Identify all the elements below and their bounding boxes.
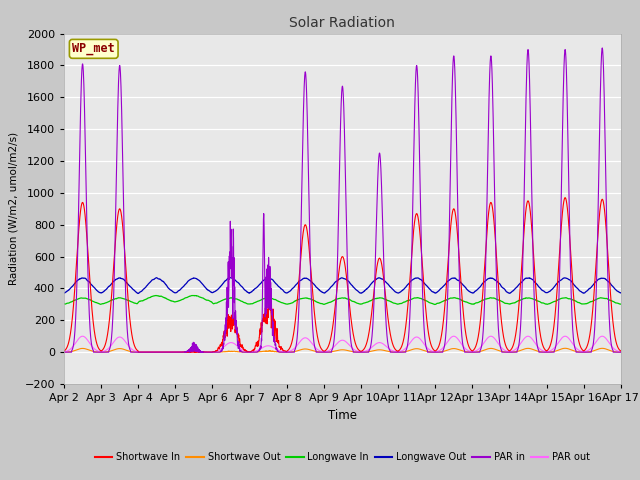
Shortwave In [60, 348, 68, 354]
Longwave Out [617, 290, 625, 296]
PAR out [60, 349, 68, 355]
Longwave In [499, 299, 507, 305]
Title: Solar Radiation: Solar Radiation [289, 16, 396, 30]
Line: Shortwave In: Shortwave In [64, 198, 621, 352]
Y-axis label: Radiation (W/m2, umol/m2/s): Radiation (W/m2, umol/m2/s) [9, 132, 19, 286]
Shortwave Out [467, 349, 475, 355]
Longwave In [436, 300, 444, 305]
Legend: Shortwave In, Shortwave Out, Longwave In, Longwave Out, PAR in, PAR out: Shortwave In, Shortwave Out, Longwave In… [91, 448, 594, 466]
PAR in [436, 349, 444, 355]
X-axis label: Time: Time [328, 408, 357, 421]
Longwave Out [436, 286, 444, 292]
Shortwave Out [616, 349, 624, 355]
Shortwave Out [499, 349, 507, 355]
Longwave Out [616, 290, 624, 296]
PAR out [134, 349, 142, 355]
Longwave Out [134, 290, 142, 296]
Shortwave In [617, 348, 625, 354]
PAR in [617, 349, 625, 355]
Shortwave In [561, 195, 569, 201]
PAR in [598, 45, 606, 51]
Longwave In [468, 301, 476, 307]
PAR in [160, 349, 168, 355]
Longwave Out [60, 290, 68, 296]
Longwave Out [468, 290, 476, 296]
Shortwave In [616, 348, 624, 353]
Longwave In [431, 301, 438, 307]
PAR out [468, 349, 476, 355]
PAR out [616, 349, 624, 355]
PAR out [322, 348, 330, 354]
Shortwave In [134, 349, 142, 355]
PAR in [616, 349, 624, 355]
Longwave In [160, 295, 168, 300]
Shortwave Out [60, 349, 68, 355]
PAR in [60, 349, 68, 355]
Shortwave Out [617, 349, 625, 355]
Text: WP_met: WP_met [72, 42, 115, 55]
Longwave In [322, 301, 330, 307]
Longwave Out [227, 275, 235, 280]
Shortwave Out [134, 349, 142, 355]
Longwave In [616, 301, 624, 307]
PAR in [322, 349, 330, 355]
Line: Longwave In: Longwave In [64, 296, 621, 304]
Longwave In [60, 301, 68, 307]
Shortwave Out [561, 346, 569, 351]
Line: PAR in: PAR in [64, 48, 621, 352]
Shortwave In [467, 348, 475, 353]
Shortwave Out [436, 349, 444, 355]
Shortwave Out [161, 349, 168, 355]
Longwave In [189, 293, 196, 299]
PAR in [467, 349, 475, 355]
Shortwave Out [322, 349, 330, 355]
Shortwave In [322, 348, 330, 353]
Line: Shortwave Out: Shortwave Out [64, 348, 621, 352]
PAR out [79, 333, 86, 339]
PAR in [499, 349, 506, 355]
Longwave Out [161, 280, 168, 286]
Shortwave In [161, 349, 168, 355]
Shortwave In [499, 330, 507, 336]
PAR out [617, 349, 625, 355]
PAR out [161, 349, 168, 355]
Longwave In [617, 301, 625, 307]
Longwave Out [499, 285, 507, 291]
Shortwave In [436, 337, 444, 343]
PAR out [436, 347, 444, 353]
Line: Longwave Out: Longwave Out [64, 277, 621, 293]
PAR out [499, 346, 507, 352]
Line: PAR out: PAR out [64, 336, 621, 352]
Longwave Out [322, 289, 330, 295]
